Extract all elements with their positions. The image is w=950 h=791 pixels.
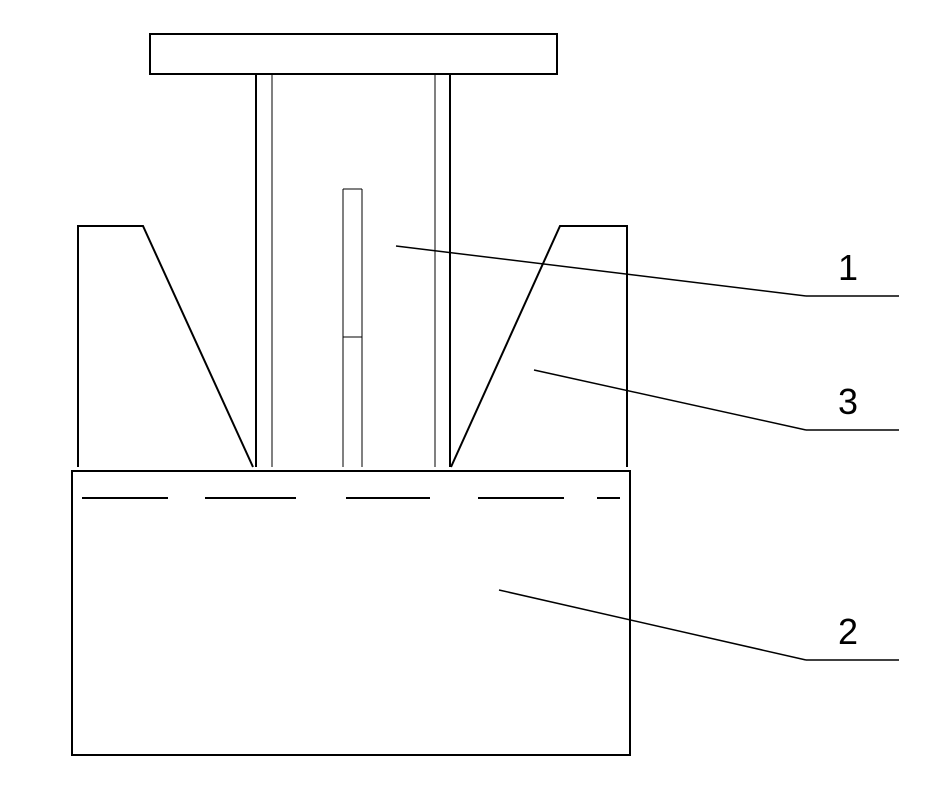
callout-label-3: 3 <box>838 381 858 422</box>
base-block <box>72 471 630 755</box>
callout-1: 1 <box>396 246 899 296</box>
callout-2: 2 <box>499 590 899 660</box>
center-rib <box>343 189 362 467</box>
gusset-left <box>78 226 253 467</box>
top-plate <box>150 34 557 74</box>
gusset-right <box>451 226 627 467</box>
callout-3: 3 <box>534 370 899 430</box>
technical-diagram: 1 3 2 <box>0 0 950 791</box>
callout-label-1: 1 <box>838 247 858 288</box>
column <box>256 74 450 467</box>
callout-label-2: 2 <box>838 611 858 652</box>
